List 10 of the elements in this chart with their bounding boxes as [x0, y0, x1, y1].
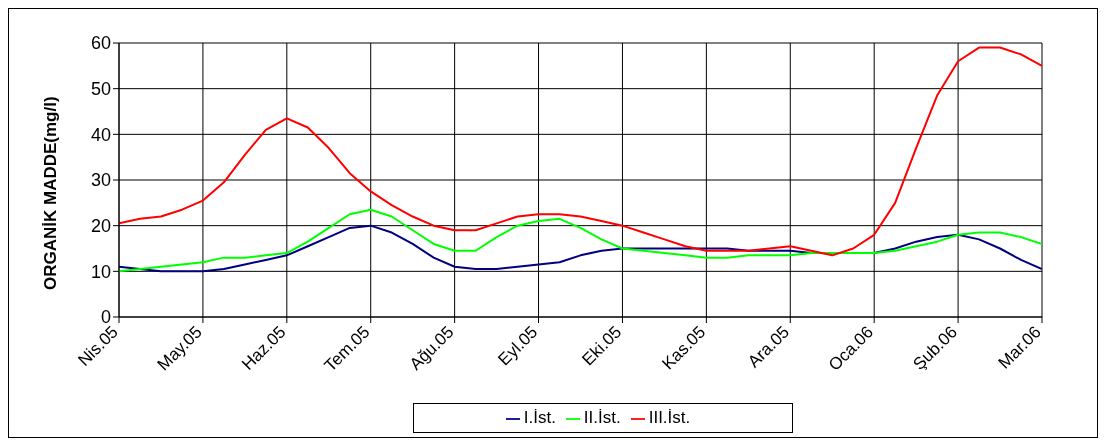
legend-label: II.İst. — [583, 408, 621, 427]
y-tick-label: 60 — [90, 33, 111, 54]
y-tick-label: 40 — [90, 124, 111, 145]
y-axis-title: ORGANİK MADDE(mg/l) — [41, 96, 61, 290]
y-tick-label: 10 — [90, 261, 111, 282]
legend-label: III.İst. — [648, 408, 691, 427]
y-tick-label: 20 — [90, 216, 111, 237]
y-tick-label: 30 — [90, 170, 111, 191]
y-tick-label: 50 — [90, 79, 111, 100]
legend-label: I.İst. — [523, 408, 556, 427]
